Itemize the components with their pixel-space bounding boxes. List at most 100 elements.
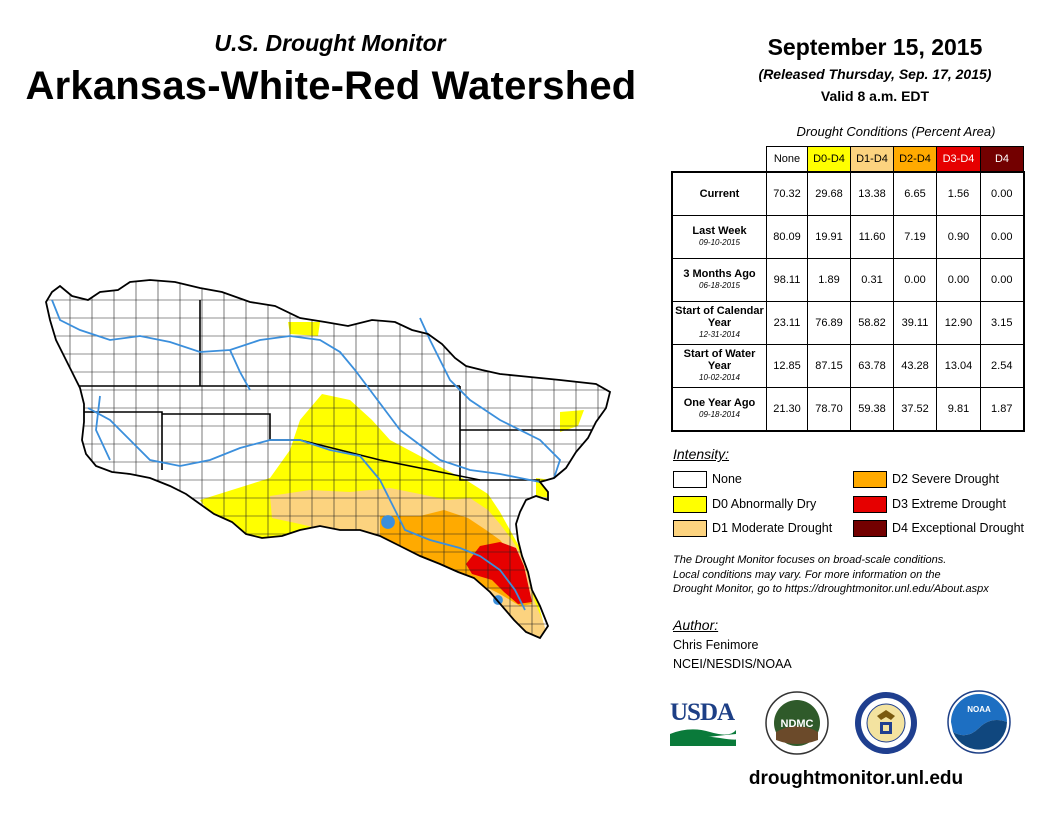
row-current: Current 70.32 29.68 13.38 6.65 1.56 0.00 (671, 171, 1024, 216)
table-cell: 63.78 (850, 344, 894, 388)
table-cell: 78.70 (807, 387, 851, 432)
legend-label-d1: D1 Moderate Drought (712, 521, 833, 535)
row-label: One Year Ago 09-18-2014 (671, 387, 767, 432)
legend-label-d2: D2 Severe Drought (892, 472, 1000, 486)
table-cell: 29.68 (807, 171, 851, 216)
usda-hills-icon (670, 729, 739, 746)
legend-title: Intensity: (673, 446, 730, 462)
row-label: 3 Months Ago 06-18-2015 (671, 258, 767, 302)
map-subtitle: U.S. Drought Monitor (214, 30, 446, 56)
legend-label-none: None (712, 472, 742, 486)
noaa-logo: NOAA (947, 690, 1011, 754)
row-label: Start of Calendar Year 12-31-2014 (671, 301, 767, 345)
table-cell: 0.31 (850, 258, 894, 302)
table-corner (672, 147, 767, 173)
map-title: Arkansas-White-Red Watershed (25, 64, 637, 108)
table-cell: 59.38 (850, 387, 894, 432)
table-cell: 23.11 (766, 301, 808, 345)
row-label: Current (671, 171, 767, 216)
table-cell: 87.15 (807, 344, 851, 388)
table-cell: 39.11 (893, 301, 937, 345)
column-header-d1-d4: D1-D4 (850, 146, 894, 173)
table-cell: 0.00 (980, 215, 1024, 259)
d0-abnormally-dry-region-east (560, 410, 584, 432)
row-last-week: Last Week 09-10-2015 80.09 19.91 11.60 7.19 0.… (671, 215, 1024, 259)
legend-swatch-d2 (853, 471, 887, 488)
usda-logo-text: USDA (670, 699, 735, 726)
legend-label-d3: D3 Extreme Drought (892, 497, 1006, 511)
row-label-text: Last Week (692, 225, 747, 237)
ndmc-logo: NDMC (765, 691, 829, 755)
table-cell: 80.09 (766, 215, 808, 259)
row-date: 09-18-2014 (699, 410, 740, 419)
release-date: (Released Thursday, Sep. 17, 2015) (758, 66, 992, 82)
website-url[interactable]: droughtmonitor.unl.edu (748, 768, 964, 789)
drought-stats-table: None D0-D4 D1-D4 D2-D4 D3-D4 D4 Current 7… (671, 146, 1025, 432)
watershed-map (45, 279, 611, 639)
row-label: Last Week 09-10-2015 (671, 215, 767, 259)
legend-label-d4: D4 Exceptional Drought (892, 521, 1025, 535)
table-cell: 21.30 (766, 387, 808, 432)
legend-swatch-d4 (853, 520, 887, 537)
row-one-year-ago: One Year Ago 09-18-2014 21.30 78.70 59.38 37.… (671, 387, 1024, 432)
row-label-text: Start of Water Year (683, 348, 756, 372)
table-cell: 11.60 (850, 215, 894, 259)
author-heading: Author: (673, 617, 719, 633)
column-header-d4: D4 (980, 146, 1024, 173)
table-cell: 76.89 (807, 301, 851, 345)
row-start-water-year: Start of Water Year 10-02-2014 12.85 87.15 6… (671, 344, 1024, 388)
row-start-calendar-year: Start of Calendar Year 12-31-2014 23.11 76.… (671, 301, 1024, 345)
table-header-row: None D0-D4 D1-D4 D2-D4 D3-D4 D4 (672, 146, 1024, 173)
d0-abnormally-dry-region-north (288, 322, 320, 336)
table-cell: 6.65 (893, 171, 937, 216)
table-cell: 0.90 (936, 215, 981, 259)
table-cell: 1.56 (936, 171, 981, 216)
row-date: 09-10-2015 (699, 238, 740, 247)
column-header-d0-d4: D0-D4 (807, 146, 851, 173)
usda-logo: USDA (670, 700, 740, 750)
row-label: Start of Water Year 10-02-2014 (671, 344, 767, 388)
map-date: September 15, 2015 (767, 34, 983, 60)
table-cell: 0.00 (980, 258, 1024, 302)
table-cell: 58.82 (850, 301, 894, 345)
table-cell: 19.91 (807, 215, 851, 259)
row-date: 12-31-2014 (699, 330, 740, 339)
table-cell: 37.52 (893, 387, 937, 432)
row-date: 06-18-2015 (699, 281, 740, 290)
legend-swatch-d1 (673, 520, 707, 537)
table-cell: 0.00 (980, 171, 1024, 216)
row-label-text: 3 Months Ago (683, 268, 756, 280)
row-date: 10-02-2014 (699, 373, 740, 382)
table-cell: 12.90 (936, 301, 981, 345)
note-line: The Drought Monitor focuses on broad-sca… (673, 554, 947, 566)
table-cell: 98.11 (766, 258, 808, 302)
table-body: Current 70.32 29.68 13.38 6.65 1.56 0.00 Last W… (671, 171, 1024, 432)
row-label-text: One Year Ago (683, 397, 756, 409)
column-header-none: None (766, 146, 808, 173)
table-cell: 13.04 (936, 344, 981, 388)
column-header-d2-d4: D2-D4 (893, 146, 937, 173)
table-cell: 3.15 (980, 301, 1024, 345)
legend-swatch-d0 (673, 496, 707, 513)
rivers (51, 299, 562, 611)
legend-swatch-none (673, 471, 707, 488)
legend-label-d0: D0 Abnormally Dry (712, 497, 817, 511)
state-boundaries (46, 300, 610, 481)
table-cell: 0.00 (936, 258, 981, 302)
noaa-logo-text: NOAA (967, 705, 991, 714)
table-caption: Drought Conditions (Percent Area) (796, 124, 996, 139)
table-cell: 12.85 (766, 344, 808, 388)
doc-seal-logo (855, 692, 917, 754)
row-3-months-ago: 3 Months Ago 06-18-2015 98.11 1.89 0.31 0.00 0… (671, 258, 1024, 302)
table-cell: 70.32 (766, 171, 808, 216)
disclaimer-note: The Drought Monitor focuses on broad-sca… (673, 553, 1048, 597)
table-cell: 2.54 (980, 344, 1024, 388)
table-cell: 1.89 (807, 258, 851, 302)
row-label-text: Start of Calendar Year (675, 305, 764, 329)
author-organization: NCEI/NESDIS/NOAA (673, 657, 792, 671)
column-header-d3-d4: D3-D4 (936, 146, 981, 173)
valid-time: Valid 8 a.m. EDT (820, 88, 930, 104)
table-cell: 1.87 (980, 387, 1024, 432)
table-cell: 9.81 (936, 387, 981, 432)
ndmc-logo-text: NDMC (781, 718, 814, 730)
